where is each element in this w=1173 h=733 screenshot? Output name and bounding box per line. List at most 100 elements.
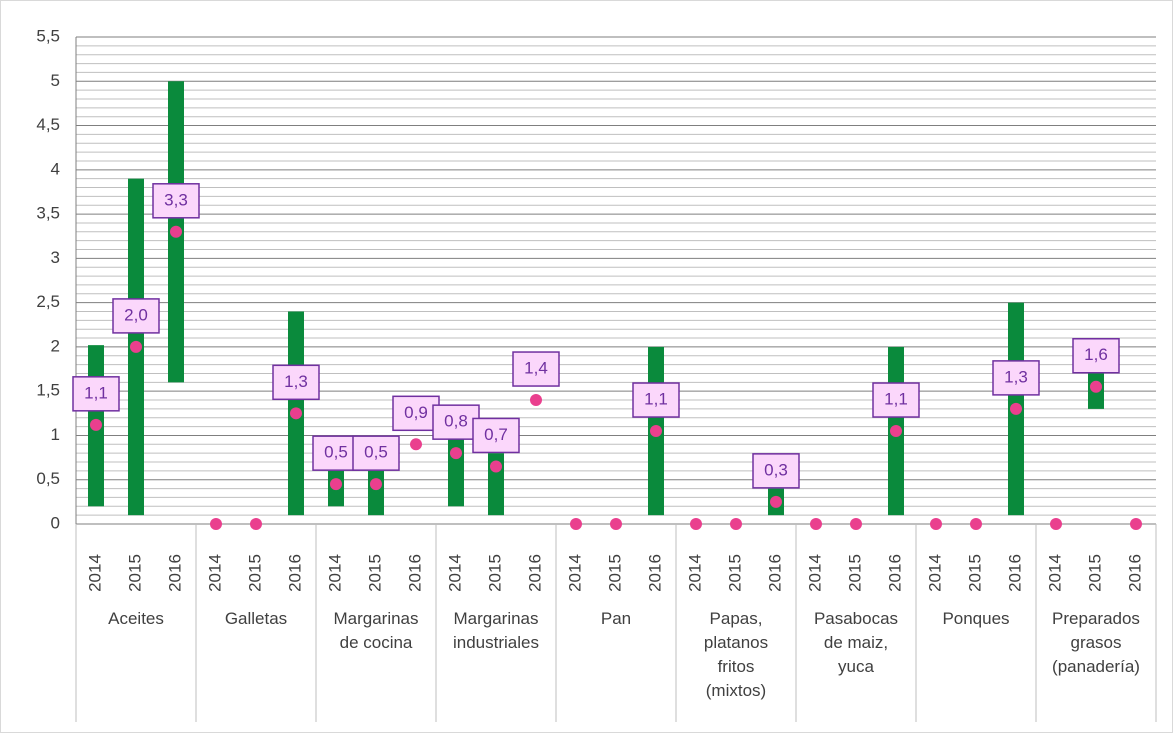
mean-dot bbox=[1010, 402, 1022, 415]
group-label: Ponques bbox=[942, 609, 1010, 628]
data-label: 1,3 bbox=[284, 372, 308, 391]
mean-dot bbox=[250, 518, 262, 530]
mean-dot bbox=[130, 340, 142, 353]
data-label: 0,3 bbox=[764, 460, 788, 479]
x-tick-label: 2014 bbox=[685, 554, 704, 592]
data-label-box bbox=[632, 382, 680, 418]
y-tick-label: 4,5 bbox=[36, 115, 60, 134]
data-label: 1,1 bbox=[84, 383, 108, 402]
mean-dot bbox=[850, 518, 862, 530]
group-label: Margarinas de cocina bbox=[333, 609, 419, 652]
mean-dot bbox=[690, 518, 702, 530]
y-tick-label: 5 bbox=[51, 71, 60, 90]
x-tick-label: 2014 bbox=[1045, 554, 1064, 592]
data-label-box bbox=[312, 435, 360, 471]
data-label: 1,1 bbox=[884, 390, 908, 409]
y-tick-label: 4 bbox=[51, 159, 60, 178]
data-label-box bbox=[472, 417, 520, 454]
x-tick-label: 2014 bbox=[325, 554, 344, 592]
mean-dot bbox=[730, 518, 742, 530]
mean-dot bbox=[810, 518, 822, 530]
data-label: 0,8 bbox=[444, 412, 468, 431]
x-tick-label: 2015 bbox=[965, 554, 984, 592]
data-label-box bbox=[512, 351, 560, 387]
data-label-box bbox=[72, 376, 120, 412]
data-label: 0,7 bbox=[484, 425, 508, 444]
mean-dot bbox=[1050, 518, 1062, 530]
x-tick-label: 2015 bbox=[605, 554, 624, 592]
mean-dot bbox=[570, 518, 582, 530]
y-tick-label: 3 bbox=[51, 248, 60, 267]
data-label-box bbox=[152, 183, 200, 219]
x-tick-label: 2014 bbox=[205, 554, 224, 592]
y-tick-label: 0 bbox=[51, 513, 60, 532]
group-label: Pan bbox=[600, 609, 632, 628]
group-label: Papas, platanos fritos (mixtos) bbox=[703, 609, 769, 700]
x-tick-label: 2016 bbox=[765, 554, 784, 592]
mean-dot bbox=[1130, 518, 1142, 530]
data-label: 1,6 bbox=[1084, 345, 1108, 364]
group-label: Margarinas industriales bbox=[453, 609, 539, 652]
y-tick-label: 2,5 bbox=[36, 292, 60, 311]
mean-dot bbox=[610, 518, 622, 530]
x-tick-label: 2015 bbox=[485, 554, 504, 592]
mean-dot bbox=[290, 407, 302, 420]
mean-dot bbox=[530, 394, 542, 407]
group-label: Aceites bbox=[108, 609, 164, 628]
data-label: 0,9 bbox=[404, 403, 428, 422]
data-label: 1,3 bbox=[1004, 367, 1028, 386]
x-tick-label: 2016 bbox=[405, 554, 424, 592]
data-label: 0,5 bbox=[364, 443, 388, 462]
data-label-box bbox=[872, 382, 920, 418]
x-tick-label: 2014 bbox=[925, 554, 944, 592]
x-tick-label: 2014 bbox=[805, 554, 824, 592]
y-tick-label: 1 bbox=[51, 425, 60, 444]
x-tick-label: 2016 bbox=[165, 554, 184, 592]
data-label: 2,0 bbox=[124, 305, 148, 324]
x-tick-label: 2015 bbox=[245, 554, 264, 592]
range-bar bbox=[368, 470, 384, 516]
x-tick-label: 2014 bbox=[565, 554, 584, 592]
mean-dot bbox=[890, 425, 902, 438]
mean-dot bbox=[1090, 380, 1102, 393]
y-tick-label: 0,5 bbox=[36, 469, 60, 488]
y-tick-label: 2 bbox=[51, 336, 60, 355]
mean-dot bbox=[770, 495, 782, 508]
mean-dot bbox=[410, 438, 422, 451]
mean-dot bbox=[210, 518, 222, 530]
y-tick-label: 3,5 bbox=[36, 204, 60, 223]
data-label-box bbox=[352, 435, 400, 471]
mean-dot bbox=[450, 447, 462, 460]
mean-dot bbox=[170, 225, 182, 238]
data-label-box bbox=[992, 360, 1040, 396]
data-label: 1,1 bbox=[644, 390, 668, 409]
data-label: 1,4 bbox=[524, 359, 548, 378]
x-tick-label: 2016 bbox=[885, 554, 904, 592]
x-tick-label: 2015 bbox=[365, 554, 384, 592]
group-label: Pasabocas de maiz, yuca bbox=[813, 609, 899, 676]
mean-dot bbox=[650, 425, 662, 438]
y-tick-label: 5,5 bbox=[36, 26, 60, 45]
y-tick-label: 1,5 bbox=[36, 381, 60, 400]
x-tick-label: 2015 bbox=[725, 554, 744, 592]
x-tick-label: 2014 bbox=[445, 554, 464, 592]
range-bar bbox=[448, 435, 464, 507]
mean-dot bbox=[90, 418, 102, 431]
group-label: Galletas bbox=[224, 609, 288, 628]
mean-dot bbox=[930, 518, 942, 530]
x-tick-label: 2016 bbox=[1125, 554, 1144, 592]
mean-dot bbox=[370, 478, 382, 491]
group-label: Preparados grasos (panadería) bbox=[1052, 609, 1140, 676]
mean-dot bbox=[490, 460, 502, 473]
x-tick-label: 2016 bbox=[285, 554, 304, 592]
mean-dot bbox=[330, 478, 342, 491]
x-tick-label: 2015 bbox=[1085, 554, 1104, 592]
x-tick-label: 2016 bbox=[525, 554, 544, 592]
x-tick-label: 2015 bbox=[125, 554, 144, 592]
x-tick-label: 2016 bbox=[1005, 554, 1024, 592]
data-label: 3,3 bbox=[164, 190, 188, 209]
x-tick-label: 2016 bbox=[645, 554, 664, 592]
x-tick-label: 2014 bbox=[85, 554, 104, 592]
